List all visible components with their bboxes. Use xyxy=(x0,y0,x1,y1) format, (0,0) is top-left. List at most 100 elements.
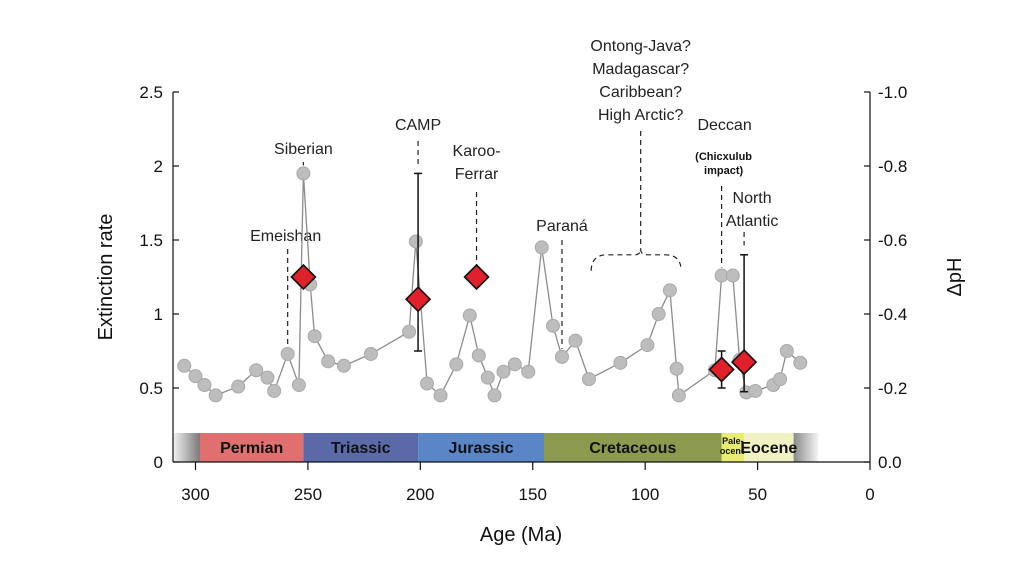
extinction-point xyxy=(480,370,495,385)
period-paleocene-label-line1: Pale- xyxy=(722,436,744,446)
extinction-point xyxy=(507,357,522,372)
period-permian-band xyxy=(199,433,304,462)
extinction-point xyxy=(640,338,655,353)
extinction-point xyxy=(433,388,448,403)
extinction-point xyxy=(613,355,628,370)
y2-tick-label: 0.0 xyxy=(878,453,902,472)
period-paleocene-label: Pale-ocene xyxy=(720,436,746,456)
annotation-paran-label: Paraná xyxy=(536,218,588,235)
ph-point xyxy=(463,263,490,291)
x-tick-label: 50 xyxy=(748,485,767,504)
extinction-point xyxy=(554,349,569,364)
y-tick-label: 0.5 xyxy=(139,379,163,398)
extinction-point xyxy=(748,383,763,398)
annotation-siberian-label: Siberian xyxy=(274,141,333,158)
y2-tick-label: -0.4 xyxy=(878,305,907,324)
extinction-point xyxy=(249,363,264,378)
annotation-chicxulub-label-line: impact) xyxy=(704,165,743,177)
period-jurassic-label: Jurassic xyxy=(449,440,514,457)
annotation-ontong-java-label-line: Ontong-Java? xyxy=(590,38,691,55)
x-tick-label: 200 xyxy=(406,485,434,504)
extinction-point xyxy=(669,361,684,376)
annotation-north-label-line: Atlantic xyxy=(726,213,778,230)
period-cretaceous-band xyxy=(543,433,722,462)
axis-titles: Age (Ma) Extinction rate ΔpH xyxy=(95,214,966,546)
annotation-deccan-label: Deccan xyxy=(697,117,751,134)
y2-tick-label: -1.0 xyxy=(878,83,907,102)
annotation-north-label-line: North xyxy=(733,190,772,207)
ph-point xyxy=(404,286,432,313)
extinction-point xyxy=(336,358,351,373)
extinction-point xyxy=(231,379,246,394)
extinction-point xyxy=(449,357,464,372)
extinction-point xyxy=(471,348,486,363)
extinction-point xyxy=(779,344,794,358)
extinction-point xyxy=(321,354,336,369)
period-jurassic-band xyxy=(418,433,544,462)
extinction-point xyxy=(197,378,212,393)
extinction-point xyxy=(462,308,477,323)
extinction-point xyxy=(521,364,536,379)
extinction-point xyxy=(307,329,322,344)
x-tick-label: 150 xyxy=(519,485,547,504)
annotation-emeishan-label: Emeishan xyxy=(250,228,321,245)
extinction-point xyxy=(534,240,549,255)
extinction-point xyxy=(725,268,740,283)
annotation-paran-label-line: Paraná xyxy=(536,218,588,235)
geologic-period-bar: Permian Triassic Jurassic Cretaceous Pale-oc… xyxy=(173,433,819,462)
annotation-karoo-label-line: Karoo- xyxy=(453,143,501,160)
annotation-emeishan-label-line: Emeishan xyxy=(250,228,321,245)
x-tick-label: 0 xyxy=(865,485,874,504)
extinction-point xyxy=(280,346,295,361)
extinction-point xyxy=(581,372,596,387)
y2-tick-label: -0.6 xyxy=(878,231,907,250)
annotation-ontong-java-label-line: Caribbean? xyxy=(599,84,682,101)
extinction-point xyxy=(291,378,306,393)
extinction-point xyxy=(651,307,666,321)
annotation-siberian-label-line: Siberian xyxy=(274,141,333,158)
y2-tick-label: -0.2 xyxy=(878,379,907,398)
period-fade-left xyxy=(173,433,200,462)
annotation-ontong-java-label-line: Madagascar? xyxy=(592,61,689,78)
period-eocene-label: Eocene xyxy=(740,440,797,457)
y-tick-label: 1 xyxy=(154,305,163,324)
y-tick-label: 0 xyxy=(154,453,163,472)
period-paleocene-label-line2: ocene xyxy=(720,446,746,456)
extinction-point xyxy=(671,388,686,403)
annotation-north-label: North Atlantic xyxy=(726,190,778,230)
extinction-point xyxy=(267,383,282,398)
annotation-deccan-label-line: Deccan xyxy=(697,117,751,134)
annotation-camp-label-line: CAMP xyxy=(395,117,441,134)
annotation-karoo-label-line: Ferrar xyxy=(455,166,499,183)
extinction-point xyxy=(487,388,502,403)
extinction-point xyxy=(408,234,423,249)
extinction-point xyxy=(793,355,808,370)
extinction-point xyxy=(260,370,275,385)
annotation-ontong-java-label: Ontong-Java? Madagascar? Caribbean? High Ar… xyxy=(590,38,691,124)
extinction-point xyxy=(363,346,378,361)
extinction-point xyxy=(773,372,788,387)
x-tick-label: 100 xyxy=(631,485,659,504)
x-tick-label: 300 xyxy=(181,485,209,504)
extinction-point xyxy=(208,388,223,403)
period-eocene-band xyxy=(744,433,794,462)
extinction-point xyxy=(545,318,560,333)
extinction-point xyxy=(296,166,311,181)
extinction-point xyxy=(496,364,511,379)
y2-tick-label: -0.8 xyxy=(878,157,907,176)
ph-points xyxy=(290,172,758,393)
extinction-point xyxy=(177,358,192,373)
y-tick-label: 2.5 xyxy=(139,83,163,102)
volcanic-event-annotations: Siberian Emeishan CAMP Karoo- Ferrar Paraná On… xyxy=(250,38,778,349)
annotation-chicxulub-label-line: (Chicxulub xyxy=(695,151,752,163)
axes: 0 0.5 1 1.5 2 2.5 0.0 -0.2 -0.4 -0.6 -0.8 -1.0 300 25… xyxy=(139,83,907,504)
extinction-line xyxy=(183,173,801,398)
ph-point xyxy=(290,263,317,291)
annotation-camp-label: CAMP xyxy=(395,117,441,134)
ontong-java-brace xyxy=(590,248,682,271)
extinction-point xyxy=(568,333,583,348)
period-fade-right xyxy=(793,433,819,462)
extinction-point xyxy=(420,376,435,391)
annotation-ontong-java-label-line: High Arctic? xyxy=(598,107,683,124)
extinction-points xyxy=(177,166,808,403)
